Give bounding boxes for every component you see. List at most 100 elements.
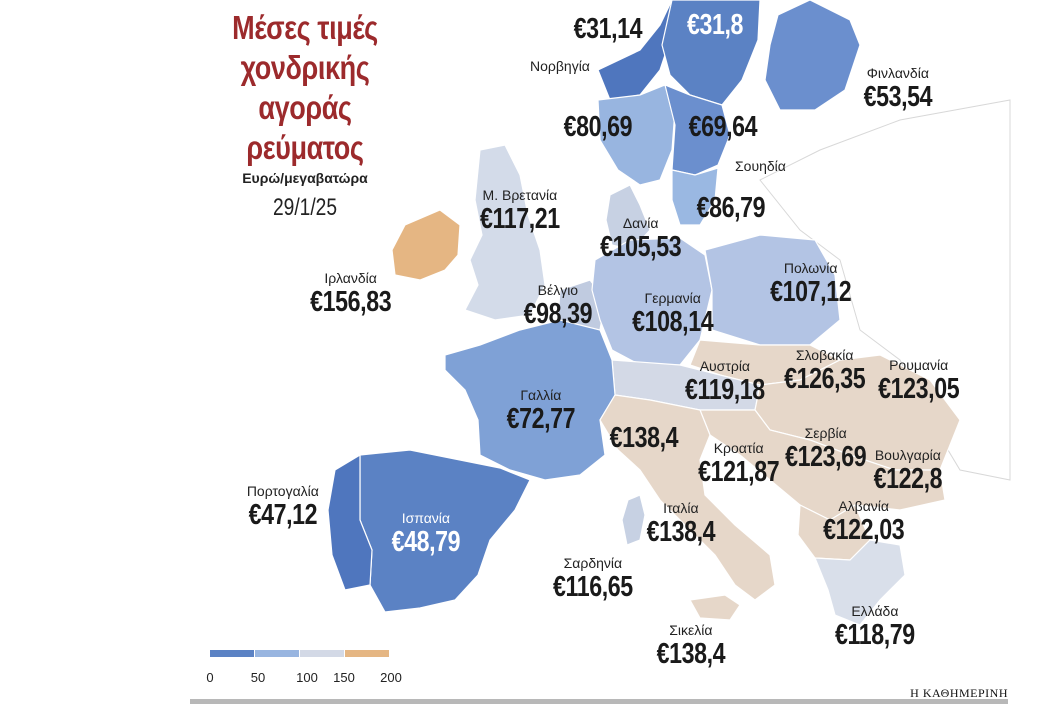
label-country-name: Ελλάδα <box>851 603 899 619</box>
label-romania: Ρουμανία €123,05 <box>868 357 969 405</box>
label-france: Γαλλία €72,77 <box>498 387 584 435</box>
label-bulgaria: Βουλγαρία €122,8 <box>865 447 951 495</box>
legend-tick: 100 <box>296 670 318 685</box>
label-country-name: Γαλλία <box>520 387 562 403</box>
label-value: €86,79 <box>696 192 766 224</box>
label-norway-north: €31,14 <box>565 14 651 45</box>
label-value: €122,8 <box>873 463 943 495</box>
map-title: Μέσες τιμές χονδρικής αγοράς ρεύματος <box>232 9 378 166</box>
label-country-name: Ισπανία <box>401 510 450 526</box>
label-albania: Αλβανία €122,03 <box>813 498 914 546</box>
region-greece <box>814 539 906 626</box>
label-slovakia: Σλοβακία €126,35 <box>774 347 875 395</box>
label-ireland: Ιρλανδία €156,83 <box>300 270 401 318</box>
label-greece: Ελλάδα €118,79 <box>825 603 925 651</box>
region-poland <box>704 234 841 346</box>
label-country-name: Σουηδία <box>735 158 786 174</box>
label-country-name: Νορβηγία <box>530 58 590 74</box>
legend-bin-0-50 <box>210 650 254 657</box>
label-sweden: Σουηδία <box>735 158 786 175</box>
label-value: €53,54 <box>863 81 933 113</box>
label-value: €138,4 <box>656 638 726 670</box>
label-norway-value: €80,69 <box>555 112 641 143</box>
label-value: €118,79 <box>834 619 915 651</box>
region-ireland <box>391 209 461 281</box>
label-sweden-value: €86,79 <box>688 193 774 224</box>
map-subtitle: Ευρώ/μεγαβατώρα <box>242 170 368 186</box>
label-country-name: Φινλανδία <box>866 65 929 81</box>
label-country-name: Αυστρία <box>699 358 751 374</box>
label-value: €108,14 <box>632 306 714 338</box>
label-value: €31,14 <box>573 13 643 45</box>
label-country-name: Σικελία <box>669 622 713 638</box>
label-value: €156,83 <box>310 286 392 318</box>
label-sicily: Σικελία €138,4 <box>648 622 734 670</box>
region-france <box>444 319 616 481</box>
label-value: €116,65 <box>552 571 633 603</box>
label-value: €138,4 <box>646 516 716 548</box>
label-italy-north: €138,4 <box>601 423 687 454</box>
label-value: €123,69 <box>785 441 867 473</box>
label-value: €117,21 <box>479 203 560 235</box>
label-country-name: Σλοβακία <box>795 347 854 363</box>
label-country-name: Κροατία <box>713 440 764 456</box>
label-spain: Ισπανία €48,79 <box>383 510 469 558</box>
legend-tick: 0 <box>206 670 214 685</box>
publisher-brand: Η ΚΑΘΗΜΕΡΙΝΗ <box>910 686 1008 700</box>
label-value: €72,77 <box>506 403 576 435</box>
label-value: €69,64 <box>688 111 758 143</box>
label-country-name: Δανία <box>622 215 659 231</box>
label-value: €31,8 <box>687 9 744 41</box>
region-italy <box>599 394 776 601</box>
label-norway: Νορβηγία <box>530 58 590 75</box>
label-country-name: Σαρδηνία <box>563 555 623 571</box>
label-belgium: Βέλγιο €98,39 <box>515 282 601 330</box>
label-value: €98,39 <box>523 298 593 330</box>
label-serbia: Σερβία €123,69 <box>775 425 876 473</box>
region-norway-south <box>597 84 676 186</box>
label-country-name: Ρουμανία <box>889 357 949 373</box>
label-sweden-central: €69,64 <box>680 112 766 143</box>
label-portugal: Πορτογαλία €47,12 <box>240 483 326 531</box>
label-croatia: Κροατία €121,87 <box>688 440 789 488</box>
label-country-name: Πορτογαλία <box>246 483 319 499</box>
region-sicily <box>689 594 741 621</box>
label-value: €107,12 <box>770 276 852 308</box>
label-country-name: Βουλγαρία <box>874 447 941 463</box>
label-value: €138,4 <box>609 422 679 454</box>
label-value: €122,03 <box>823 514 905 546</box>
label-value: €80,69 <box>563 111 633 143</box>
legend-bin-150-200 <box>345 650 389 657</box>
legend-tick: 150 <box>333 670 355 685</box>
label-country-name: Σερβία <box>804 425 847 441</box>
legend-bin-100-150 <box>300 650 344 657</box>
region-finland <box>764 0 861 111</box>
region-balkans <box>699 409 946 521</box>
label-country-name: Ιταλία <box>663 500 699 516</box>
label-value: €123,05 <box>878 373 960 405</box>
label-poland: Πολωνία €107,12 <box>760 260 861 308</box>
label-country-name: Ιρλανδία <box>324 270 377 286</box>
label-great-britain: Μ. Βρετανία €117,21 <box>470 187 570 235</box>
label-country-name: Αλβανία <box>838 498 890 514</box>
label-denmark: Δανία €105,53 <box>590 215 691 263</box>
label-finland: Φινλανδία €53,54 <box>855 65 941 113</box>
legend-tick: 50 <box>250 670 266 685</box>
region-germany <box>591 237 713 366</box>
label-value: €47,12 <box>248 499 318 531</box>
region-portugal <box>327 453 373 591</box>
label-value: €48,79 <box>391 526 461 558</box>
label-austria: Αυστρία €119,18 <box>675 358 775 406</box>
label-sardinia: Σαρδηνία €116,65 <box>543 555 643 603</box>
legend-tick: 200 <box>380 670 402 685</box>
footer-divider <box>190 699 1008 704</box>
legend-bin-50-100 <box>255 650 299 657</box>
region-sweden-south <box>671 167 719 226</box>
label-country-name: Γερμανία <box>644 290 701 306</box>
label-value: €121,87 <box>698 456 780 488</box>
label-sweden-north: €31,8 <box>680 10 750 41</box>
region-sweden-central <box>664 84 731 176</box>
region-great-britain <box>464 144 546 321</box>
label-country-name: Πολωνία <box>783 260 838 276</box>
